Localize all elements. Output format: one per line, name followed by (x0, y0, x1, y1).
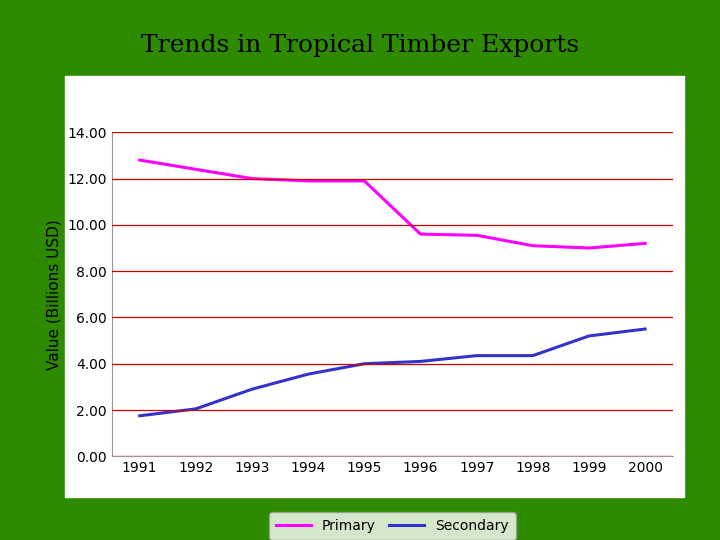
Y-axis label: Value (Billions USD): Value (Billions USD) (47, 219, 62, 370)
Primary (528, 242, 537, 249)
Primary (472, 232, 481, 239)
Primary (641, 240, 649, 247)
Primary (248, 176, 256, 182)
Line: Secondary: Secondary (140, 329, 645, 416)
Secondary (641, 326, 649, 332)
Primary (135, 157, 144, 163)
Primary (304, 178, 312, 184)
Secondary (528, 353, 537, 359)
Secondary (248, 386, 256, 393)
Secondary (304, 371, 312, 377)
Primary (192, 166, 200, 173)
Primary (416, 231, 425, 238)
Line: Primary: Primary (140, 160, 645, 248)
Primary (585, 245, 593, 251)
Primary (360, 178, 369, 184)
Text: Trends in Tropical Timber Exports: Trends in Tropical Timber Exports (141, 35, 579, 57)
Secondary (360, 361, 369, 367)
Secondary (416, 358, 425, 365)
Secondary (135, 413, 144, 419)
Secondary (585, 333, 593, 339)
Secondary (472, 353, 481, 359)
Legend: Primary, Secondary: Primary, Secondary (269, 512, 516, 540)
Secondary (192, 406, 200, 412)
